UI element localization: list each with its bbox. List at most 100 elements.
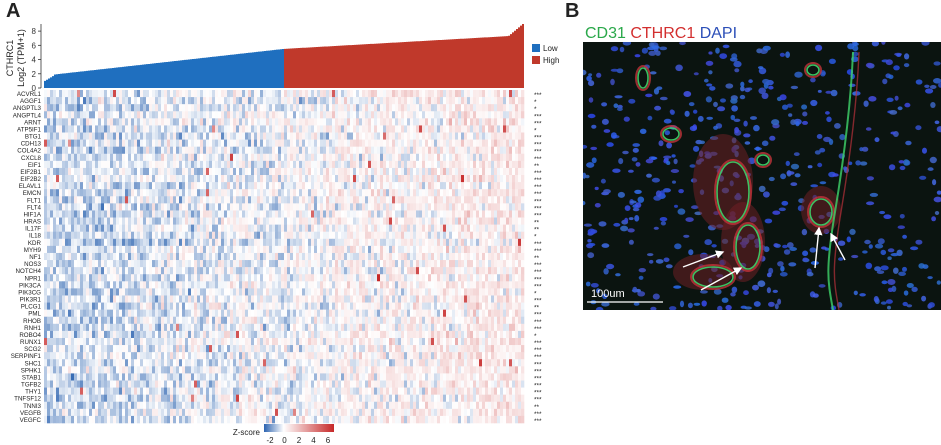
heatmap-cell — [491, 196, 495, 204]
heatmap-cell — [131, 104, 135, 112]
heatmap-cell — [47, 175, 51, 183]
heatmap-cell — [182, 210, 186, 218]
heatmap-cell — [392, 302, 396, 310]
heatmap-cell — [44, 90, 48, 98]
heatmap-cell — [257, 189, 261, 197]
heatmap-cell — [290, 175, 294, 183]
heatmap-cell — [143, 302, 147, 310]
heatmap-cell — [206, 245, 210, 254]
heatmap-cell — [356, 231, 360, 240]
heatmap-cell — [326, 189, 330, 197]
heatmap-cell — [89, 182, 93, 190]
heatmap-cell — [449, 97, 453, 105]
heatmap-cell — [83, 132, 87, 140]
heatmap-cell — [389, 153, 393, 162]
heatmap-cell — [458, 302, 462, 310]
heatmap-cell — [500, 238, 504, 247]
heatmap-cell — [434, 245, 438, 254]
heatmap-cell — [161, 274, 165, 282]
heatmap-cell — [170, 281, 174, 289]
heatmap-cell — [206, 231, 210, 240]
heatmap-cell — [131, 252, 135, 261]
heatmap-cell — [359, 252, 363, 261]
heatmap-cell — [263, 260, 267, 268]
heatmap-cell — [158, 118, 162, 126]
heatmap-cell — [383, 182, 387, 190]
heatmap-cell — [422, 274, 426, 282]
heatmap-cell — [371, 238, 375, 247]
heatmap-cell — [98, 217, 102, 225]
heatmap-cell — [62, 111, 66, 119]
heatmap-cell — [119, 90, 123, 98]
heatmap-cell — [503, 217, 507, 225]
heatmap-cell — [425, 260, 429, 268]
heatmap-cell — [230, 189, 234, 197]
heatmap-cell — [356, 118, 360, 126]
heatmap-cell — [350, 153, 354, 162]
heatmap-cell — [68, 281, 72, 289]
heatmap-cell — [101, 146, 105, 155]
heatmap-cell — [122, 231, 126, 240]
heatmap-cell — [278, 210, 282, 218]
heatmap-cell — [479, 189, 483, 197]
heatmap-cell — [104, 132, 108, 140]
heatmap-cell — [491, 295, 495, 303]
heatmap-cell — [380, 167, 384, 176]
heatmap-cell — [191, 224, 195, 233]
heatmap-cell — [479, 160, 483, 169]
heatmap-cell — [176, 224, 180, 233]
heatmap-cell — [350, 196, 354, 204]
heatmap-cell — [233, 111, 237, 119]
heatmap-cell — [326, 224, 330, 233]
heatmap-cell — [320, 210, 324, 218]
heatmap-cell — [287, 111, 291, 119]
heatmap-cell — [62, 210, 66, 218]
heatmap-cell — [65, 267, 69, 275]
heatmap-cell — [428, 210, 432, 218]
heatmap-cell — [113, 189, 117, 197]
heatmap-cell — [506, 224, 510, 233]
heatmap-cell — [242, 252, 246, 261]
heatmap-cell — [185, 90, 189, 98]
heatmap-cell — [344, 139, 348, 147]
heatmap-cell — [185, 167, 189, 176]
heatmap-cell — [143, 118, 147, 126]
heatmap-cell — [353, 146, 357, 155]
heatmap-cell — [260, 160, 264, 169]
heatmap-cell — [482, 252, 486, 261]
heatmap-cell — [383, 274, 387, 282]
heatmap-cell — [254, 139, 258, 147]
heatmap-cell — [224, 238, 228, 247]
heatmap-cell — [176, 111, 180, 119]
heatmap-cell — [179, 196, 183, 204]
heatmap-cell — [260, 97, 264, 105]
heatmap-cell — [107, 238, 111, 247]
heatmap-cell — [281, 167, 285, 176]
heatmap-cell — [512, 160, 516, 169]
heatmap-cell — [143, 231, 147, 240]
heatmap-cell — [230, 97, 234, 105]
heatmap-cell — [359, 295, 363, 303]
heatmap-cell — [431, 260, 435, 268]
heatmap-cell — [317, 210, 321, 218]
heatmap-cell — [443, 167, 447, 176]
heatmap-cell — [476, 196, 480, 204]
heatmap-cell — [230, 182, 234, 190]
heatmap-cell — [263, 175, 267, 183]
heatmap-cell — [182, 90, 186, 98]
heatmap-cell — [356, 267, 360, 275]
heatmap-cell — [305, 118, 309, 126]
heatmap-cell — [446, 245, 450, 254]
heatmap-cell — [374, 274, 378, 282]
heatmap-cell — [161, 175, 165, 183]
heatmap-cell — [125, 196, 129, 204]
heatmap-cell — [146, 111, 150, 119]
heatmap-cell — [488, 210, 492, 218]
heatmap-cell — [464, 252, 468, 261]
heatmap-cell — [497, 224, 501, 233]
heatmap-cell — [398, 238, 402, 247]
heatmap-cell — [218, 302, 222, 310]
heatmap-cell — [296, 90, 300, 98]
heatmap-cell — [521, 224, 525, 233]
heatmap-cell — [443, 139, 447, 147]
